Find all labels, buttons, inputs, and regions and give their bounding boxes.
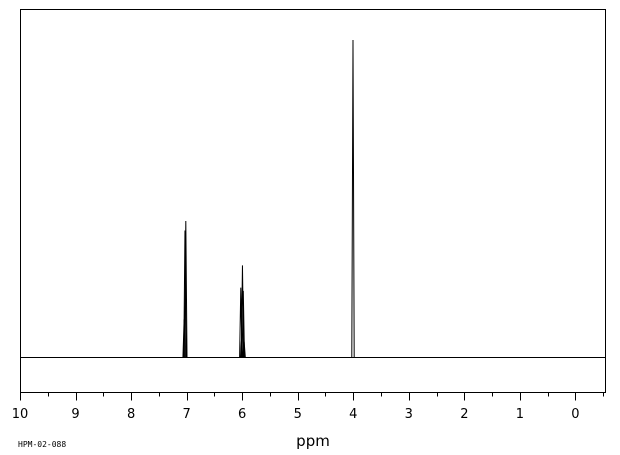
x-tick-label: 9 — [71, 407, 79, 422]
x-tick-label: 4 — [349, 407, 357, 422]
x-tick-label: 8 — [127, 407, 135, 422]
spectrum-peak — [242, 341, 246, 358]
spectrum-peak — [351, 39, 355, 358]
x-axis-label: ppm — [296, 432, 330, 450]
x-axis-tick-labels: 10 9 8 7 6 5 4 3 2 1 0 — [12, 407, 580, 422]
spectrum-peaks — [182, 39, 355, 358]
x-tick-label: 0 — [571, 407, 579, 422]
x-tick-label: 1 — [516, 407, 524, 422]
x-tick-label: 10 — [12, 407, 29, 422]
x-tick-label: 2 — [460, 407, 468, 422]
x-tick-label: 7 — [182, 407, 190, 422]
x-tick-label: 5 — [294, 407, 302, 422]
plot-frame — [20, 9, 606, 393]
x-tick-label: 3 — [405, 407, 413, 422]
sample-code-label: HPM-02-088 — [18, 440, 66, 449]
x-tick-label: 6 — [238, 407, 246, 422]
x-axis-ticks — [20, 392, 604, 401]
spectrum-peak — [184, 220, 188, 358]
spectrum-peak — [241, 290, 245, 358]
spectrum-peak — [240, 265, 245, 358]
spectrum-peak — [183, 230, 187, 358]
